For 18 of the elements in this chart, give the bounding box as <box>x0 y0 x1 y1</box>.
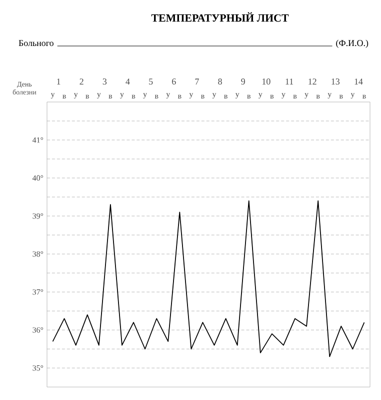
x2-tick-label: 9 <box>241 78 245 85</box>
x2-tick-label: 2 <box>80 78 84 85</box>
x2-tick-label: 10 <box>262 78 270 85</box>
text: (Ф.И.О.) <box>336 40 368 48</box>
x2-tick-label: 3 <box>102 78 107 85</box>
x2-tick-label: 7 <box>195 78 199 85</box>
x2-tick-label: 13 <box>332 78 340 85</box>
line-series <box>52 200 365 358</box>
x2-tick-label: 5 <box>149 78 153 85</box>
x2-tick-label: 6 <box>172 78 176 85</box>
chart-title: ТЕМПЕРАТУРНЫЙ ЛИСТ <box>151 12 289 22</box>
x2-tick-label: 1 <box>57 78 60 85</box>
x2-tick-label: 11 <box>286 78 294 85</box>
chart-subtitle: Больного <box>18 40 54 46</box>
x2-tick-label: 12 <box>308 78 316 85</box>
x2-tick-label: 4 <box>126 78 130 85</box>
x2-tick-label: 8 <box>218 78 222 85</box>
x2-tick-label: 14 <box>354 78 363 85</box>
